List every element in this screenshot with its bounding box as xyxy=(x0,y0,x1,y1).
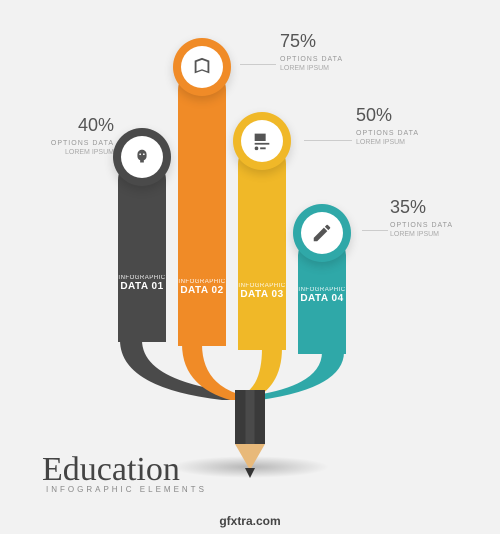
disc-3 xyxy=(233,112,291,170)
disc-2-inner xyxy=(181,46,223,88)
ribbon-4-num: DATA 04 xyxy=(298,293,346,304)
ribbon-3: INFOGRAPHIC DATA 03 xyxy=(238,140,286,350)
disc-1-inner xyxy=(121,136,163,178)
ribbon-3-body xyxy=(238,140,286,350)
callout-2-opt: OPTIONS DATA xyxy=(280,55,343,64)
teacher-icon xyxy=(251,130,273,152)
callout-3-pct: 50% xyxy=(356,104,419,127)
callout-2-txt: LOREM IPSUM xyxy=(280,64,343,73)
callout-1: 40% OPTIONS DATA LOREM IPSUM xyxy=(44,114,114,158)
ribbon-4-lbl: INFOGRAPHIC xyxy=(298,287,346,293)
footer-subtitle: INFOGRAPHIC ELEMENTS xyxy=(46,485,207,494)
book-icon xyxy=(191,56,213,78)
brain-icon xyxy=(131,146,153,168)
ribbon-1-label-block: INFOGRAPHIC DATA 01 xyxy=(118,275,166,292)
callout-4-pct: 35% xyxy=(390,196,453,219)
disc-3-inner xyxy=(241,120,283,162)
ribbon-3-label-block: INFOGRAPHIC DATA 03 xyxy=(238,283,286,300)
ribbon-1-lbl: INFOGRAPHIC xyxy=(118,275,166,281)
callout-4-txt: LOREM IPSUM xyxy=(390,230,453,239)
callout-1-opt: OPTIONS DATA xyxy=(44,139,114,148)
callout-4: 35% OPTIONS DATA LOREM IPSUM xyxy=(390,196,453,240)
callout-2-pct: 75% xyxy=(280,30,343,53)
callout-3-opt: OPTIONS DATA xyxy=(356,129,419,138)
ribbon-2-lbl: INFOGRAPHIC xyxy=(178,279,226,285)
watermark-text: gfxtra.com xyxy=(0,514,500,528)
ribbon-2-body xyxy=(178,66,226,346)
infographic-canvas: 40% OPTIONS DATA LOREM IPSUM 75% OPTIONS… xyxy=(0,0,500,534)
callout-2: 75% OPTIONS DATA LOREM IPSUM xyxy=(280,30,343,74)
footer-title: Education xyxy=(42,451,207,489)
callout-4-opt: OPTIONS DATA xyxy=(390,221,453,230)
footer-block: Education INFOGRAPHIC ELEMENTS xyxy=(42,451,207,494)
ribbon-1-num: DATA 01 xyxy=(118,281,166,292)
disc-1 xyxy=(113,128,171,186)
ribbon-2-label-block: INFOGRAPHIC DATA 02 xyxy=(178,279,226,296)
disc-4 xyxy=(293,204,351,262)
callout-3: 50% OPTIONS DATA LOREM IPSUM xyxy=(356,104,419,148)
ribbon-3-num: DATA 03 xyxy=(238,289,286,300)
callout-1-txt: LOREM IPSUM xyxy=(44,148,114,157)
ribbon-3-lbl: INFOGRAPHIC xyxy=(238,283,286,289)
pencil-icon xyxy=(311,222,333,244)
leader-4 xyxy=(362,230,388,231)
disc-2 xyxy=(173,38,231,96)
ribbon-2-num: DATA 02 xyxy=(178,285,226,296)
ribbon-4-label-block: INFOGRAPHIC DATA 04 xyxy=(298,287,346,304)
pencil-barrel xyxy=(235,390,265,444)
disc-4-inner xyxy=(301,212,343,254)
leader-2 xyxy=(240,64,276,65)
callout-3-txt: LOREM IPSUM xyxy=(356,138,419,147)
callout-1-pct: 40% xyxy=(44,114,114,137)
pencil-lead xyxy=(245,468,255,478)
ribbon-2: INFOGRAPHIC DATA 02 xyxy=(178,66,226,346)
pencil-wood xyxy=(235,444,265,470)
pencil-graphic xyxy=(235,390,265,470)
leader-3 xyxy=(304,140,352,141)
